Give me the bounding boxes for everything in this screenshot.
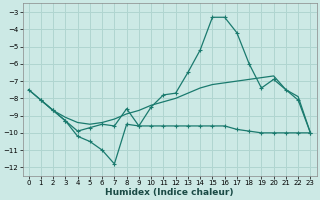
- X-axis label: Humidex (Indice chaleur): Humidex (Indice chaleur): [105, 188, 234, 197]
